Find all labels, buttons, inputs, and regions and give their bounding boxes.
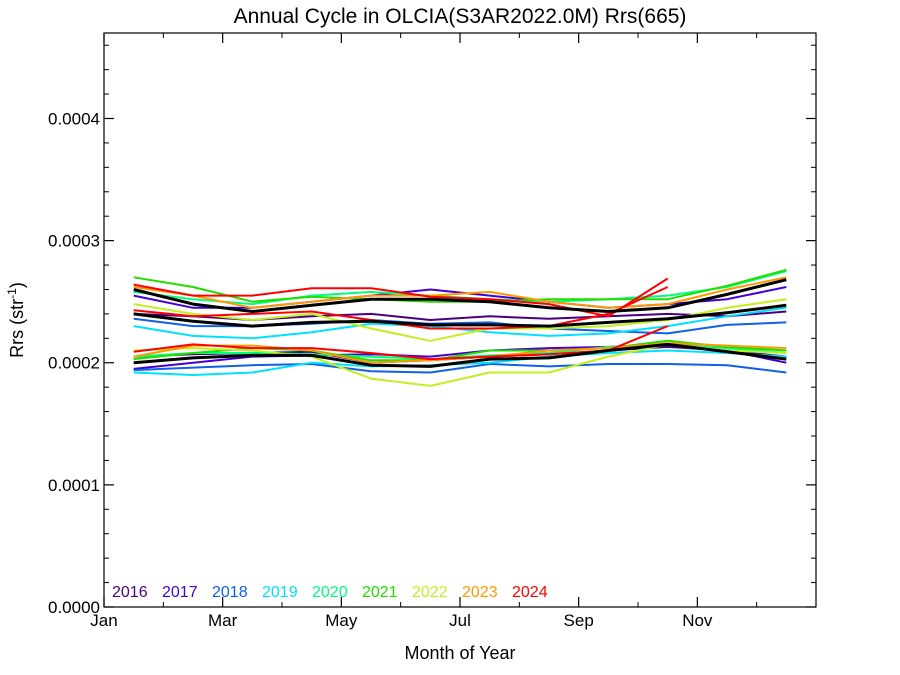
legend-label-2021: 2021 <box>362 584 398 601</box>
legend-label-2023: 2023 <box>462 584 498 601</box>
x-tick-label: May <box>325 611 358 630</box>
chart-title: Annual Cycle in OLCIA(S3AR2022.0M) Rrs(6… <box>234 5 687 28</box>
x-axis-label: Month of Year <box>404 643 515 663</box>
x-tick-label: Mar <box>208 611 238 630</box>
y-tick-label: 0.0003 <box>48 232 100 251</box>
legend-label-2024: 2024 <box>512 584 548 601</box>
x-tick-label: Jul <box>449 611 471 630</box>
series-line-2018-2 <box>133 363 787 374</box>
plot-lines <box>133 268 787 387</box>
legend-label-2016: 2016 <box>112 584 148 601</box>
x-tick-label: Sep <box>564 611 594 630</box>
y-axis-label-sup: -1 <box>5 288 19 299</box>
x-tick-label: Nov <box>682 611 713 630</box>
series-line-2021-2 <box>133 339 787 362</box>
series-line-2017-1 <box>133 286 787 309</box>
legend-label-2022: 2022 <box>412 584 448 601</box>
y-tick-label: 0.0004 <box>48 109 100 128</box>
legend-label-2017: 2017 <box>162 584 198 601</box>
legend: 2016 2017 2018 2019 2020 2021 2022 2023 2024 <box>112 584 548 601</box>
climatology-line-2 <box>133 303 787 328</box>
y-tick-label: 0.0002 <box>48 354 100 373</box>
y-tick-label: 0.0001 <box>48 476 100 495</box>
climatology-line-3 <box>133 342 787 368</box>
y-tick-label: 0.0000 <box>48 598 100 617</box>
climatology-line-1 <box>133 278 787 313</box>
series-line-2024-3 <box>133 325 669 361</box>
axis-ticks: Jan Mar May Jul Sep Nov 0.0000 0.0001 0.0002 0.00… <box>48 33 817 630</box>
x-tick-label: Jan <box>90 611 117 630</box>
legend-label-2018: 2018 <box>212 584 248 601</box>
series-line-2023-1 <box>133 276 787 309</box>
y-axis-label-close: ) <box>7 282 27 288</box>
legend-label-2020: 2020 <box>312 584 348 601</box>
legend-label-2019: 2019 <box>262 584 298 601</box>
y-axis-label-text: Rrs (str <box>7 299 27 358</box>
y-axis-label: Rrs (str-1) <box>5 282 27 358</box>
